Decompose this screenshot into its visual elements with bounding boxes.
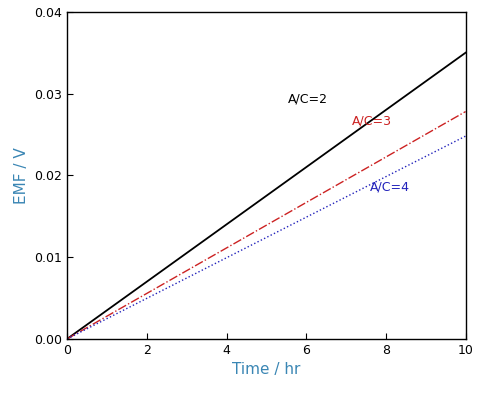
Text: A/C=4: A/C=4 — [370, 180, 410, 193]
Y-axis label: EMF / V: EMF / V — [14, 147, 29, 204]
Text: A/C=2: A/C=2 — [288, 93, 328, 106]
X-axis label: Time / hr: Time / hr — [232, 362, 300, 377]
Text: A/C=3: A/C=3 — [352, 115, 392, 128]
